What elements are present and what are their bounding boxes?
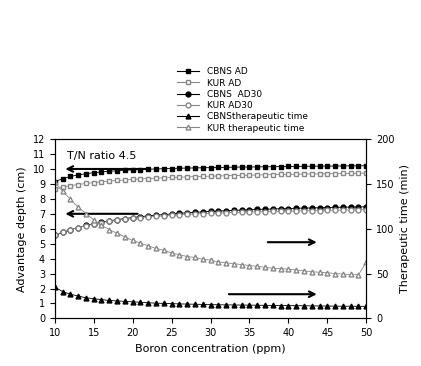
Text: T/N ratio 4.5: T/N ratio 4.5 [67,151,136,161]
X-axis label: Boron concentration (ppm): Boron concentration (ppm) [135,344,286,354]
Y-axis label: Advantage depth (cm): Advantage depth (cm) [17,166,27,292]
Y-axis label: Therapeutic time (min): Therapeutic time (min) [400,164,410,293]
Legend: CBNS AD, KUR AD, CBNS  AD30, KUR AD30, CBNStherapeutic time, KUR therapeutic tim: CBNS AD, KUR AD, CBNS AD30, KUR AD30, CB… [173,64,311,136]
